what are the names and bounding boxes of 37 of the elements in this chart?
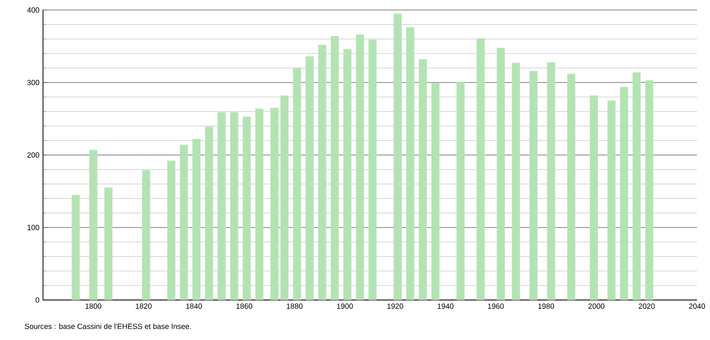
bar (496, 48, 505, 300)
bar (192, 139, 200, 300)
bar (406, 27, 414, 300)
bar (218, 112, 226, 300)
bar (180, 144, 188, 300)
bar (547, 62, 556, 300)
bar (330, 36, 339, 300)
bar (590, 96, 598, 300)
bar (529, 70, 538, 300)
bar (620, 86, 628, 300)
bar (230, 112, 238, 300)
bar (104, 188, 112, 300)
bar (356, 34, 364, 300)
bar (394, 14, 402, 300)
bar (512, 62, 520, 300)
bar (72, 194, 80, 300)
bar (343, 49, 352, 300)
bar (270, 108, 278, 300)
bar (456, 82, 465, 300)
bar (204, 126, 214, 300)
bar (255, 108, 264, 300)
bar (167, 160, 176, 300)
bar (368, 40, 377, 300)
bar (645, 80, 654, 300)
bar (418, 59, 427, 300)
bar (142, 170, 150, 300)
bar (89, 150, 98, 300)
bar (431, 83, 440, 300)
bar (242, 116, 251, 300)
bar (306, 56, 314, 300)
bar (476, 38, 485, 300)
bar (607, 100, 616, 300)
bar (318, 44, 326, 300)
bar (280, 96, 289, 300)
bar (293, 68, 302, 300)
bar (567, 74, 576, 300)
bar (632, 72, 641, 300)
